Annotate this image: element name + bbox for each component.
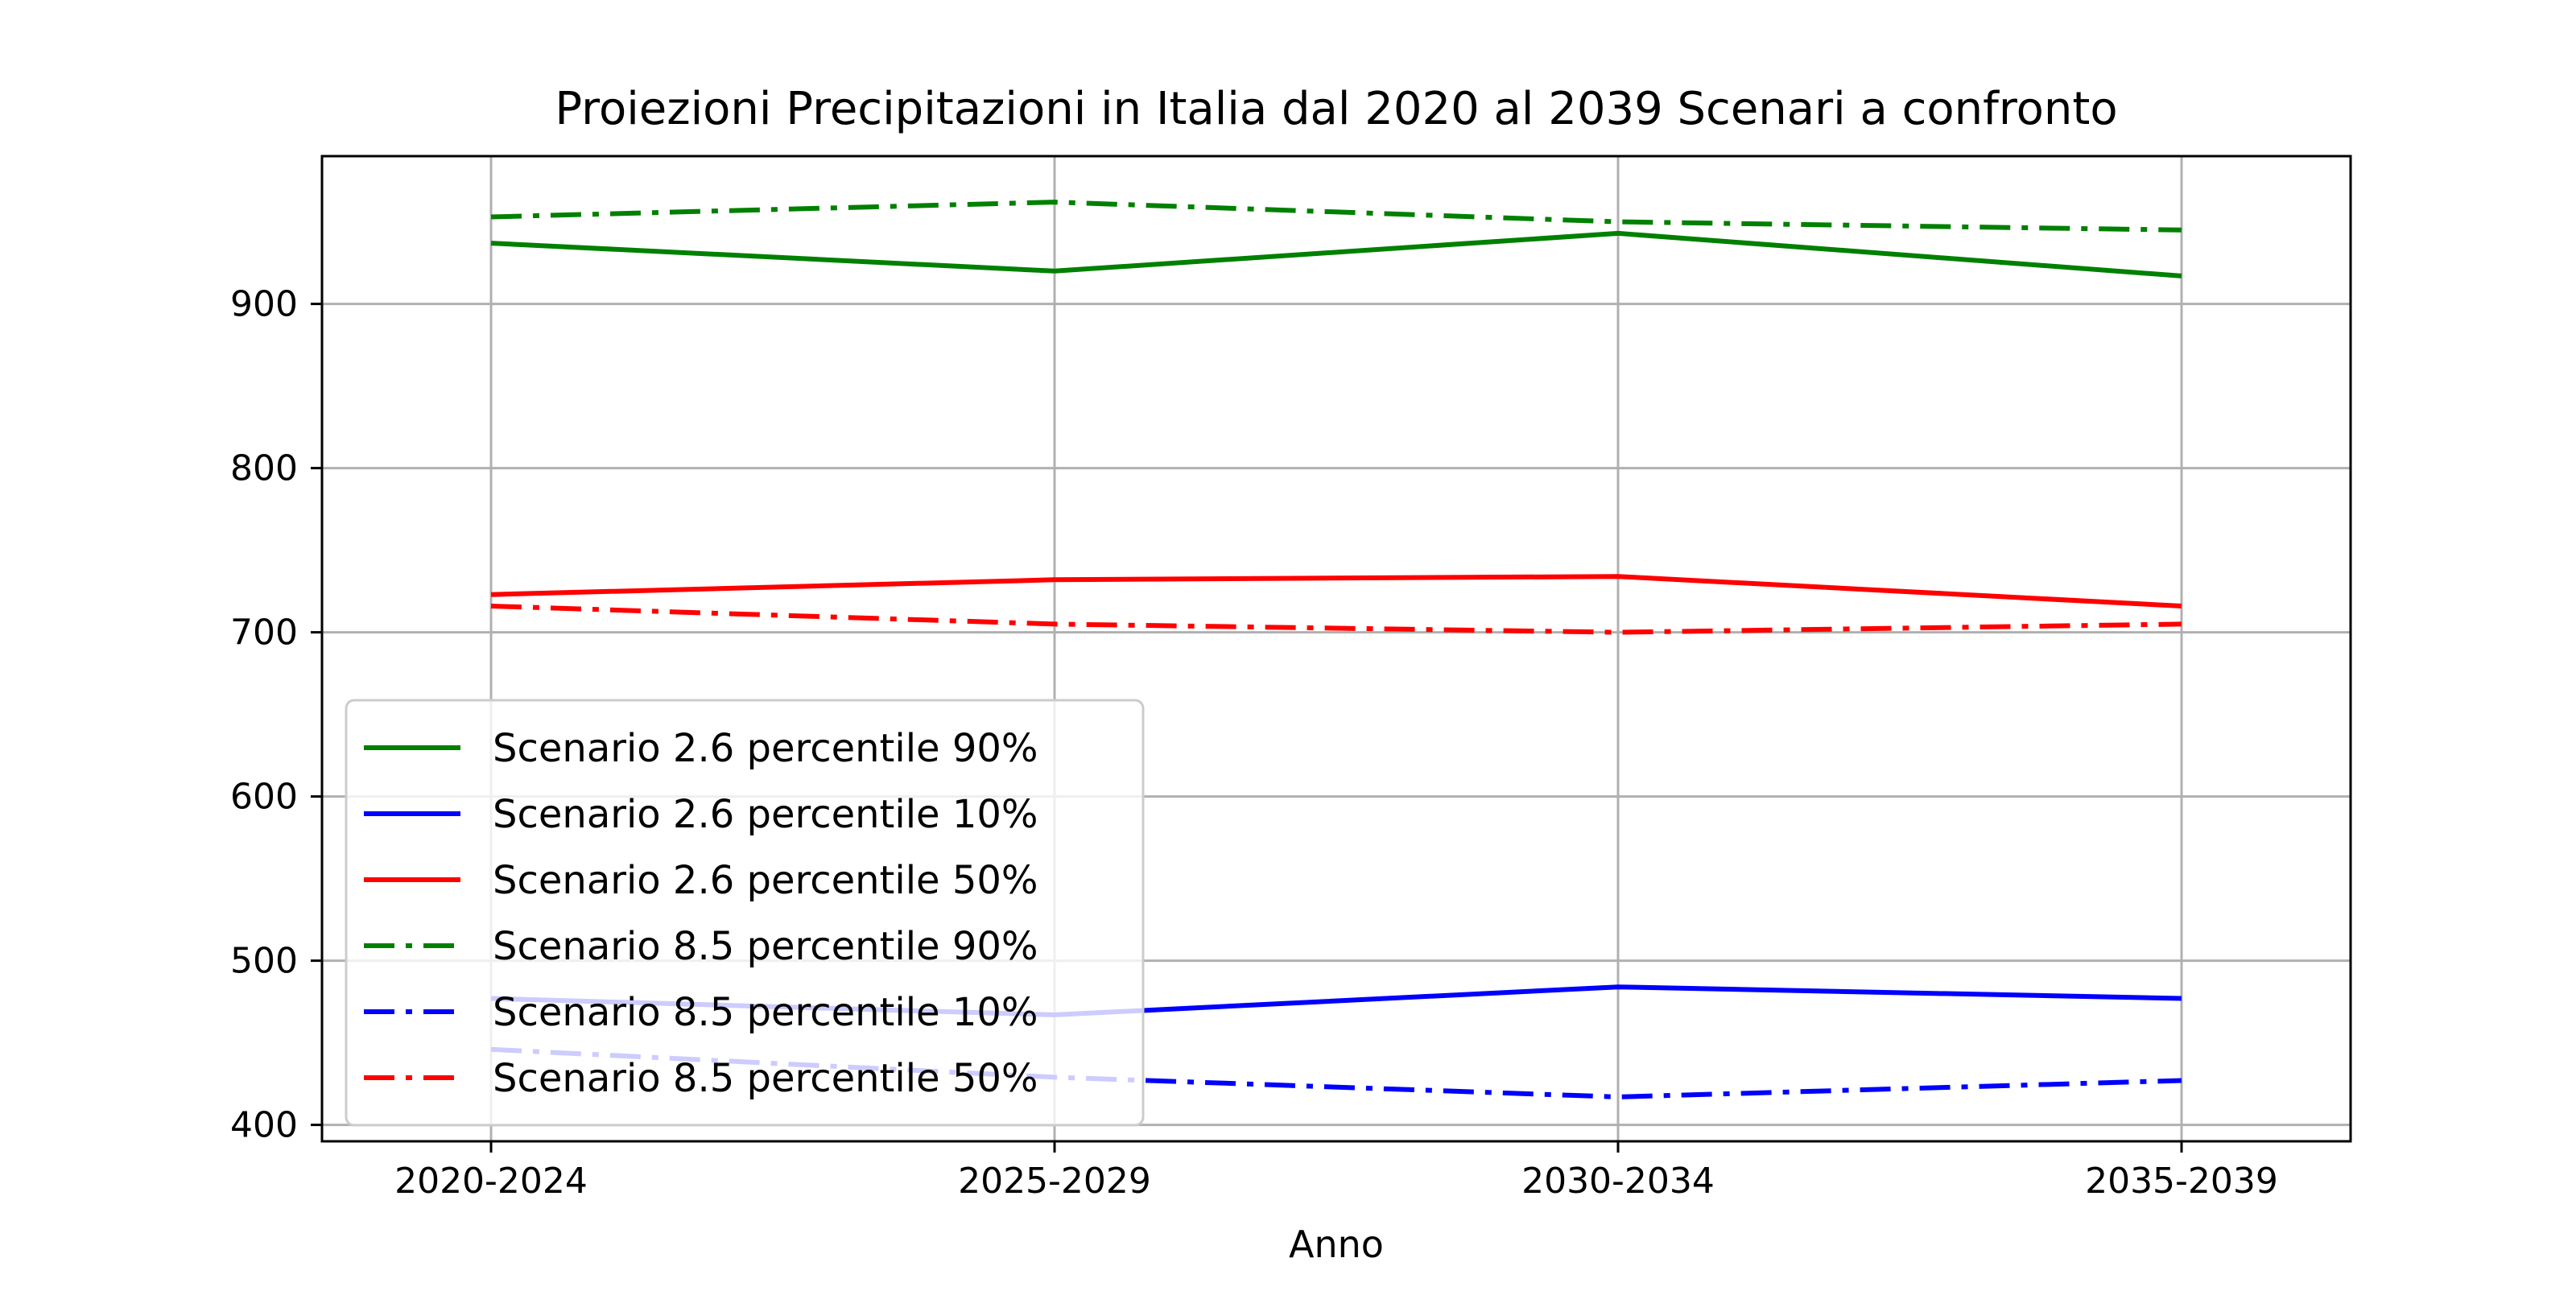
legend-label: Scenario 2.6 percentile 50% [493,858,1038,903]
x-axis-label: Anno [1289,1223,1384,1266]
plot-frame [320,155,2352,1143]
series-line-3 [490,574,2182,608]
legend-label: Scenario 8.5 percentile 90% [493,924,1038,969]
chart-title: Proiezioni Precipitazioni in Italia dal … [555,83,2117,135]
y-tick-label: 600 [230,777,298,818]
legend-label: Scenario 8.5 percentile 10% [493,990,1038,1035]
y-tick-label: 500 [230,941,298,982]
legend-label: Scenario 8.5 percentile 50% [493,1056,1038,1101]
y-tick-label: 900 [230,284,298,325]
x-tick-label: 2025-2029 [958,1161,1151,1202]
series-line-6 [490,604,2182,635]
y-tick-label: 800 [230,448,298,489]
legend-label: Scenario 2.6 percentile 10% [493,792,1038,837]
x-tick-label: 2020-2024 [394,1161,588,1202]
grid-lines [322,156,2351,1141]
series-line-4 [490,200,2182,233]
y-tick-label: 400 [230,1105,298,1146]
legend: Scenario 2.6 percentile 90% Scenario 2.6 … [345,699,1145,1127]
axis-ticks: 2020-2024 2025-2029 2030-2034 2035-2039 400 5… [230,284,2278,1202]
x-tick-label: 2035-2039 [2085,1161,2278,1202]
y-tick-label: 700 [230,613,298,654]
legend-box [345,699,1145,1127]
series-line-1 [490,230,2182,278]
legend-label: Scenario 2.6 percentile 90% [493,726,1038,771]
x-tick-label: 2030-2034 [1521,1161,1715,1202]
